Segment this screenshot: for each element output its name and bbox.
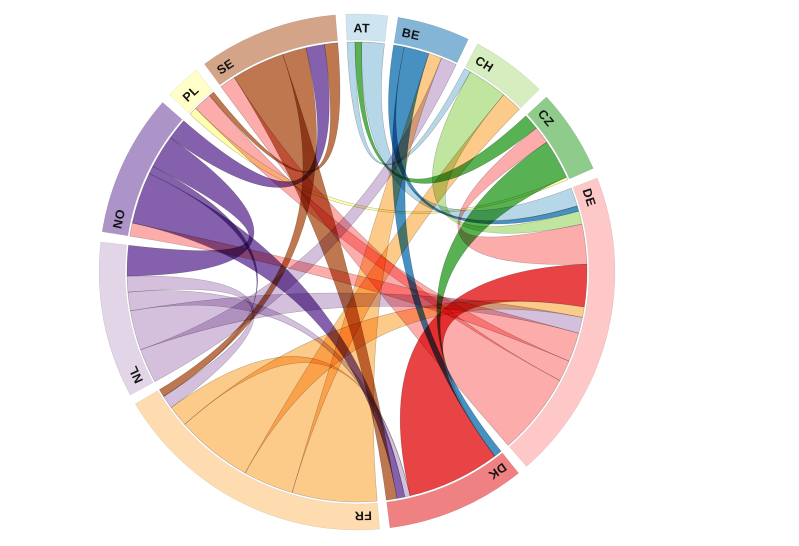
arc-CH[interactable] bbox=[465, 43, 540, 109]
arc-FR[interactable] bbox=[134, 390, 380, 531]
group-label-DE: DE bbox=[580, 187, 599, 209]
arcs-layer bbox=[98, 13, 616, 531]
arc-DK[interactable] bbox=[386, 452, 519, 529]
ribbon-BE-DK[interactable] bbox=[391, 46, 502, 457]
ribbon-DK-SE[interactable] bbox=[233, 54, 398, 501]
ribbon-AT-CZ[interactable] bbox=[354, 41, 537, 184]
ribbon-PL-SE[interactable] bbox=[209, 42, 341, 173]
arc-DE[interactable] bbox=[509, 177, 616, 467]
arc-AT[interactable] bbox=[345, 13, 389, 42]
ribbon-BE-DE[interactable] bbox=[388, 44, 580, 225]
arc-CZ[interactable] bbox=[526, 96, 594, 180]
group-label-FR: FR bbox=[354, 508, 372, 522]
arc-BE[interactable] bbox=[393, 17, 469, 64]
ribbon-BE-NL[interactable] bbox=[140, 57, 457, 383]
ribbon-AT-CH[interactable] bbox=[346, 41, 471, 166]
arc-PL[interactable] bbox=[169, 69, 213, 113]
ribbon-DK-FR[interactable] bbox=[170, 356, 411, 496]
group-label-BE: BE bbox=[400, 26, 421, 44]
group-label-NO: NO bbox=[110, 208, 128, 230]
ribbons-layer bbox=[126, 41, 588, 503]
ribbon-FR-NO[interactable] bbox=[148, 165, 258, 397]
group-label-NL: NL bbox=[126, 364, 146, 386]
ribbon-FR-SE[interactable] bbox=[159, 47, 317, 397]
ribbon-CZ-PL[interactable] bbox=[189, 107, 568, 214]
arc-NO[interactable] bbox=[101, 102, 183, 237]
arc-NL[interactable] bbox=[98, 241, 154, 396]
ribbon-DK-NL[interactable] bbox=[127, 290, 411, 498]
group-label-AT: AT bbox=[353, 21, 370, 35]
arc-SE[interactable] bbox=[204, 14, 338, 86]
